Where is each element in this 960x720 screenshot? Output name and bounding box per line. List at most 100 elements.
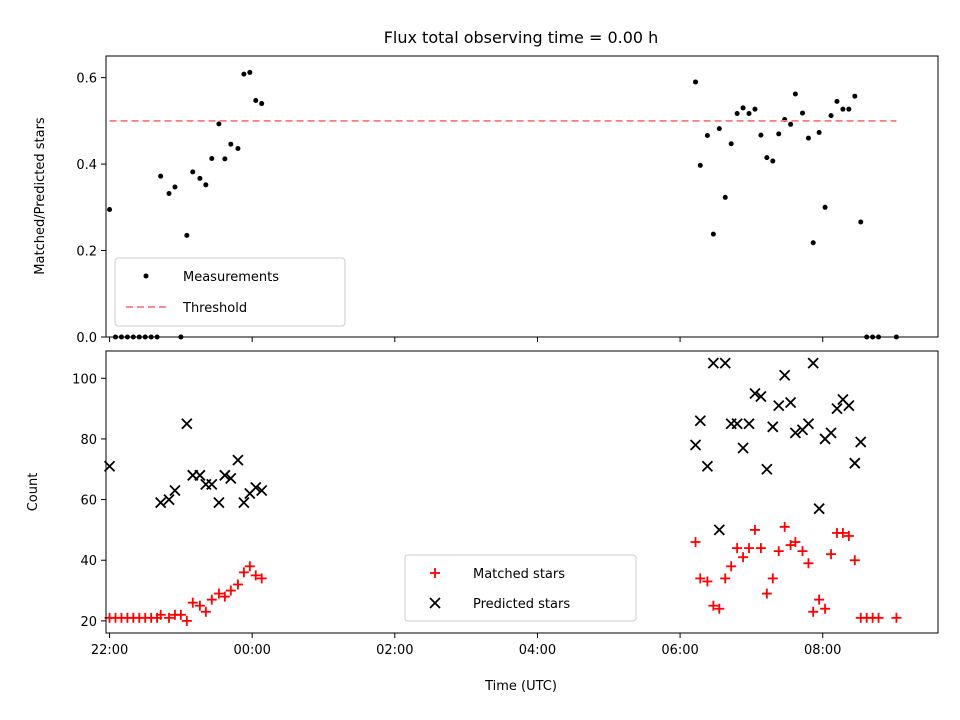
x-tick-label: 04:00	[519, 643, 556, 658]
measurement-point	[197, 175, 203, 181]
measurement-point	[190, 169, 196, 175]
y-tick-label: 40	[80, 554, 97, 569]
matched-point	[256, 573, 267, 584]
predicted-point	[169, 484, 181, 497]
x-tick-label: 22:00	[91, 643, 128, 658]
top-plot-area	[107, 69, 899, 340]
predicted-point	[813, 503, 825, 515]
predicted-point	[843, 399, 855, 412]
xlabel: Time (UTC)	[484, 679, 557, 694]
bottom-axes: Count Time (UTC) 22:00 00:00 02:00 04:00 06:…	[26, 350, 939, 694]
measurement-point	[752, 106, 758, 112]
measurement-point	[722, 194, 728, 200]
measurement-point	[746, 110, 752, 116]
matched-point	[225, 585, 236, 596]
measurement-point	[704, 133, 710, 139]
measurement-point	[776, 131, 782, 137]
predicted-point	[181, 418, 193, 430]
matched-point	[219, 591, 230, 602]
measurement-point	[107, 206, 113, 212]
measurement-point	[166, 190, 172, 196]
predicted-point	[707, 357, 719, 369]
top-axes-frame	[105, 55, 939, 338]
measurement-point	[253, 98, 259, 104]
matched-point	[206, 594, 217, 605]
bottom-ylabel: Count	[26, 473, 41, 512]
legend-matched-label: Matched stars	[473, 567, 565, 582]
bottom-legend: Matched stars Predicted stars	[404, 554, 637, 622]
matched-point	[744, 543, 755, 554]
predicted-point	[225, 472, 237, 484]
predicted-point	[807, 357, 819, 369]
predicted-point	[855, 436, 867, 448]
matched-point	[749, 524, 760, 535]
matched-point	[808, 606, 819, 617]
measurement-point	[758, 132, 764, 138]
measurement-point	[834, 98, 840, 104]
matched-point	[238, 567, 249, 578]
matched-point	[891, 612, 902, 623]
legend-threshold-label: Threshold	[182, 301, 247, 316]
matched-point	[213, 588, 224, 599]
matched-point	[163, 612, 174, 623]
predicted-point	[802, 418, 815, 430]
matched-point	[820, 603, 831, 614]
matched-point	[797, 546, 808, 557]
measurement-point	[710, 231, 716, 237]
measurement-point	[172, 184, 178, 190]
matched-point	[726, 561, 737, 572]
bottom-plot-area	[103, 357, 902, 626]
matched-point	[708, 600, 719, 611]
predicted-point	[849, 457, 861, 469]
matched-point	[232, 579, 243, 590]
matched-point	[790, 537, 801, 548]
measurement-point	[800, 110, 806, 116]
bottom-legend-box	[404, 554, 637, 622]
measurement-point	[770, 158, 776, 164]
measurement-point	[764, 155, 770, 161]
measurement-point	[852, 93, 858, 99]
measurement-point	[858, 219, 864, 225]
measurement-point	[846, 106, 852, 112]
bottom-axes-frame	[105, 350, 939, 634]
predicted-point	[163, 493, 175, 506]
predicted-point	[749, 387, 761, 400]
measurement-point	[693, 79, 699, 85]
predicted-point	[238, 496, 250, 509]
matched-point	[720, 573, 731, 584]
matched-point	[244, 561, 255, 572]
top-ylabel: Matched/Predicted stars	[33, 117, 48, 275]
predicted-point	[232, 454, 244, 466]
matched-point	[803, 558, 814, 569]
predicted-point	[825, 427, 837, 439]
predicted-point	[256, 484, 268, 497]
predicted-point	[789, 427, 802, 439]
measurement-point	[216, 121, 222, 127]
measurement-point	[728, 141, 734, 147]
predicted-point	[713, 524, 725, 536]
chart-title: Flux total observing time = 0.00 h	[384, 28, 659, 47]
matched-point	[732, 543, 743, 554]
x-tick-label: 08:00	[804, 643, 841, 658]
matched-point	[175, 609, 186, 620]
matched-point	[250, 570, 261, 581]
predicted-point	[731, 418, 743, 430]
measurement-point	[716, 126, 722, 132]
measurement-point	[840, 106, 846, 112]
y-tick-label: 0.0	[76, 331, 97, 346]
measurement-point	[810, 240, 816, 246]
predicted-point	[694, 415, 706, 427]
matched-point	[837, 527, 848, 538]
top-legend-box	[114, 257, 346, 327]
y-tick-label: 80	[80, 433, 97, 448]
y-tick-label: 60	[80, 494, 97, 509]
predicted-point	[689, 439, 702, 451]
measurement-point	[247, 69, 253, 75]
matched-point	[702, 576, 713, 587]
top-legend: Measurements Threshold	[114, 257, 346, 327]
matched-point	[773, 546, 784, 557]
legend-measurements-marker	[143, 273, 149, 279]
measurement-point	[158, 173, 164, 179]
predicted-point	[767, 421, 779, 433]
